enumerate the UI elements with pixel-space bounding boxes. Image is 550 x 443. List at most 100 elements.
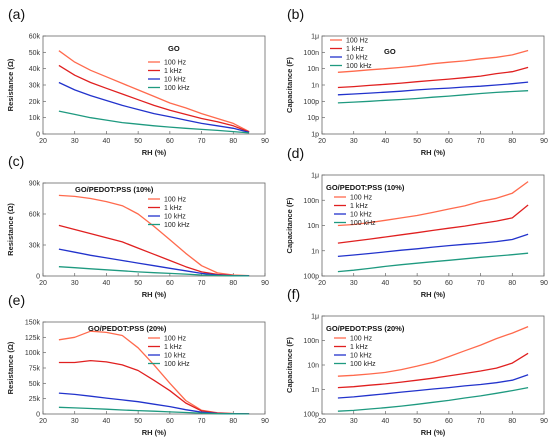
series-line-100-khz	[58, 110, 250, 134]
panel-title: GO/PEDOT:PSS (10%)	[326, 183, 405, 192]
y-tick-label: 10n	[307, 223, 319, 230]
y-tick-label: 75k	[29, 366, 41, 373]
y-tick-label: 10n	[307, 363, 319, 370]
y-tick-label: 40k	[29, 66, 41, 73]
plot-frame	[42, 35, 266, 135]
x-tick-label: 30	[71, 138, 79, 145]
series-line-100-hz	[58, 194, 250, 277]
series-line-100-hz	[337, 49, 529, 73]
legend-label: 10 kHz	[346, 55, 368, 62]
y-tick-label: 10n	[307, 66, 319, 73]
y-tick-label: 1p	[311, 132, 319, 139]
y-tick-label: 1μ	[311, 173, 319, 180]
x-tick-label: 70	[477, 418, 485, 425]
panel-title: GO	[168, 44, 180, 53]
panel-d: 20 30 40 50 60 70 80 90 100p 1n 10n 100n 1μ RH (%) Cap…	[285, 145, 548, 299]
panel-letter: (f)	[287, 286, 300, 302]
x-tick-label: 80	[229, 138, 237, 145]
y-tick-label: 30k	[29, 83, 41, 90]
y-tick-label: 1n	[311, 387, 319, 394]
x-tick-label: 20	[318, 138, 326, 145]
y-tick-label: 0	[36, 274, 40, 281]
y-tick-label: 100p	[303, 412, 319, 419]
legend-label: 10 kHz	[350, 353, 372, 360]
series-line-100-khz	[58, 266, 250, 277]
x-tick-label: 70	[198, 280, 206, 287]
legend-label: 1 kHz	[164, 205, 182, 212]
x-axis-label: RH (%)	[421, 428, 446, 437]
x-tick-label: 20	[318, 418, 326, 425]
y-axis-label: Resistance (Ω)	[6, 203, 15, 256]
x-tick-label: 50	[413, 138, 421, 145]
y-tick-label: 60k	[29, 212, 41, 219]
x-tick-label: 30	[350, 138, 358, 145]
x-axis-label: RH (%)	[142, 148, 167, 157]
y-tick-label: 25k	[29, 396, 41, 403]
legend-label: 1 kHz	[164, 68, 182, 75]
x-tick-label: 60	[445, 280, 453, 287]
y-tick-label: 30k	[29, 243, 41, 250]
x-tick-label: 40	[382, 418, 390, 425]
x-axis-label: RH (%)	[421, 148, 446, 157]
series-line-100-hz	[337, 325, 529, 377]
legend-label: 100 Hz	[350, 195, 373, 202]
y-tick-label: 150k	[25, 320, 41, 327]
panel-e: 20 30 40 50 60 70 80 90 0 25k 50k 75k 100k 125k 150k RH…	[6, 292, 269, 437]
legend-label: 100 kHz	[164, 361, 190, 368]
legend-label: 100 kHz	[164, 85, 190, 92]
legend-label: 100 kHz	[350, 220, 376, 227]
series-line-10-khz	[337, 81, 529, 96]
x-tick-label: 30	[350, 418, 358, 425]
y-tick-label: 90k	[29, 181, 41, 188]
x-tick-label: 70	[477, 280, 485, 287]
x-tick-label: 40	[103, 418, 111, 425]
panel-title: GO/PEDOT:PSS (20%)	[326, 324, 405, 333]
x-tick-label: 50	[413, 280, 421, 287]
legend-label: 100 Hz	[164, 336, 187, 343]
y-tick-label: 20k	[29, 99, 41, 106]
x-axis-label: RH (%)	[142, 290, 167, 299]
legend-label: 1 kHz	[350, 344, 368, 351]
plot-frame	[42, 182, 266, 277]
y-axis-label: Capacitance (F)	[285, 197, 294, 253]
x-tick-label: 20	[39, 280, 47, 287]
y-tick-label: 50k	[29, 50, 41, 57]
legend-label: 100 kHz	[350, 361, 376, 368]
panel-title: GO	[384, 47, 396, 56]
x-tick-label: 40	[103, 280, 111, 287]
x-tick-label: 60	[166, 418, 174, 425]
legend-label: 1 kHz	[350, 203, 368, 210]
x-axis-label: RH (%)	[421, 290, 446, 299]
legend-label: 100 Hz	[164, 197, 187, 204]
y-tick-label: 50k	[29, 381, 41, 388]
x-tick-label: 20	[39, 418, 47, 425]
x-tick-label: 90	[261, 418, 269, 425]
y-tick-label: 0	[36, 132, 40, 139]
y-tick-label: 0	[36, 412, 40, 419]
series-line-1-khz	[58, 359, 250, 415]
y-axis-label: Resistance (Ω)	[6, 58, 15, 111]
legend-label: 10 kHz	[164, 214, 186, 221]
x-tick-label: 90	[540, 280, 548, 287]
y-tick-label: 100n	[303, 50, 319, 57]
x-tick-label: 50	[413, 418, 421, 425]
x-tick-label: 70	[198, 418, 206, 425]
y-tick-label: 100n	[303, 338, 319, 345]
series-line-10-khz	[337, 374, 529, 399]
series-line-100-khz	[337, 90, 529, 104]
series-line-100-khz	[337, 252, 529, 273]
x-tick-label: 90	[540, 418, 548, 425]
x-tick-label: 90	[261, 280, 269, 287]
series-line-10-khz	[58, 248, 250, 277]
y-tick-label: 100p	[303, 274, 319, 281]
x-tick-label: 80	[508, 280, 516, 287]
panel-a: 20 30 40 50 60 70 80 90 0 10k 20k 30k 40k 50k 60k RH (%…	[6, 6, 269, 157]
x-tick-label: 40	[382, 138, 390, 145]
legend-label: 100 Hz	[164, 60, 187, 67]
legend-label: 100 kHz	[346, 63, 372, 70]
series-line-1-khz	[58, 64, 250, 133]
panel-letter: (a)	[8, 6, 25, 22]
x-tick-label: 60	[166, 280, 174, 287]
legend-label: 100 kHz	[164, 222, 190, 229]
